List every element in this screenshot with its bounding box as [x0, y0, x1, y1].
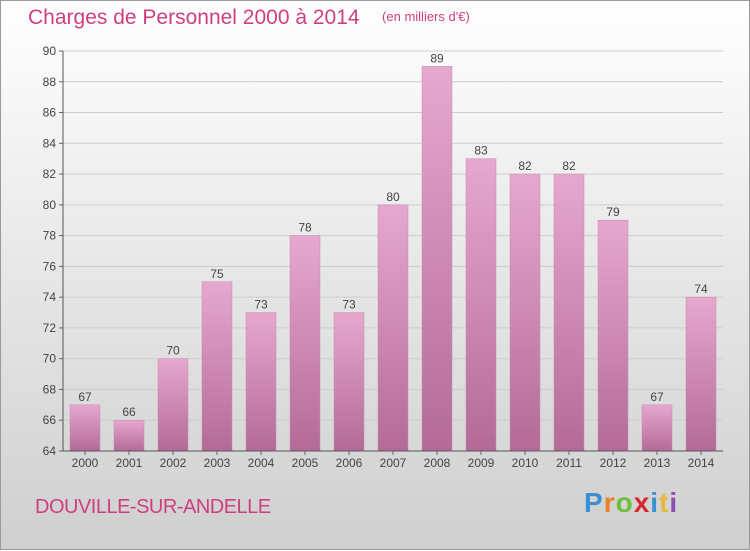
x-tick-label-2013: 2013 — [644, 456, 671, 470]
x-tick-label-2003: 2003 — [204, 456, 231, 470]
data-label-2005: 78 — [298, 221, 312, 235]
data-label-2006: 73 — [342, 298, 356, 312]
y-tick-label: 78 — [43, 229, 57, 243]
data-label-2007: 80 — [386, 190, 400, 204]
logo-letter: r — [603, 487, 616, 518]
bar-2013 — [641, 404, 673, 452]
y-tick-label: 72 — [43, 321, 57, 335]
bar-2004 — [245, 312, 277, 452]
y-tick-label: 86 — [43, 106, 57, 120]
bar-2002 — [157, 358, 189, 452]
y-tick-label: 64 — [43, 444, 57, 458]
x-tick-label-2009: 2009 — [468, 456, 495, 470]
x-tick-label-2002: 2002 — [160, 456, 187, 470]
data-label-2003: 75 — [210, 267, 224, 281]
y-tick-label: 88 — [43, 75, 57, 89]
data-label-2000: 67 — [78, 390, 92, 404]
x-tick-label-2011: 2011 — [556, 456, 582, 470]
data-label-2004: 73 — [254, 298, 268, 312]
x-tick-label-2006: 2006 — [336, 456, 363, 470]
x-tick-label-2000: 2000 — [72, 456, 99, 470]
x-tick-label-2007: 2007 — [380, 456, 407, 470]
data-label-2001: 66 — [122, 405, 136, 419]
y-tick-label: 76 — [43, 259, 57, 273]
bar-2006 — [333, 312, 365, 452]
bar-2011 — [553, 173, 585, 452]
chart-subtitle: (en milliers d'€) — [382, 9, 470, 24]
logo-letter: i — [669, 487, 679, 518]
data-label-2009: 83 — [474, 144, 488, 158]
bar-2009 — [465, 158, 497, 452]
data-label-2011: 82 — [562, 159, 576, 173]
y-tick-label: 68 — [43, 382, 57, 396]
y-tick-label: 84 — [43, 136, 57, 150]
data-label-2010: 82 — [518, 159, 532, 173]
x-tick-label-2001: 2001 — [116, 456, 143, 470]
bar-2003 — [201, 281, 233, 452]
x-tick-label-2012: 2012 — [600, 456, 627, 470]
y-tick-label: 70 — [43, 352, 57, 366]
bar-2001 — [113, 419, 145, 452]
x-tick-label-2014: 2014 — [688, 456, 715, 470]
data-label-2012: 79 — [606, 205, 620, 219]
y-tick-label: 80 — [43, 198, 57, 212]
logo-letter: P — [584, 487, 604, 518]
commune-name: DOUVILLE-SUR-ANDELLE — [35, 496, 271, 518]
data-label-2002: 70 — [166, 344, 180, 358]
bars: 67 66 70 75 73 78 73 80 89 83 82 82 79 67 74 — [69, 51, 717, 452]
axes: 64 66 68 70 72 74 76 78 80 82 84 86 88 90 2000 2001 2002… — [43, 44, 723, 470]
x-tick-label-2010: 2010 — [512, 456, 539, 470]
logo-letter: t — [659, 487, 670, 518]
proxiti-logo[interactable]: Proxiti — [584, 487, 678, 519]
x-tick-label-2008: 2008 — [424, 456, 451, 470]
data-label-2014: 74 — [694, 282, 708, 296]
bar-2010 — [509, 173, 541, 452]
bar-2014 — [685, 296, 717, 452]
y-tick-label: 90 — [43, 44, 57, 58]
y-tick-label: 66 — [43, 413, 57, 427]
data-label-2008: 89 — [430, 51, 444, 65]
y-tick-label: 82 — [43, 167, 57, 181]
data-label-2013: 67 — [650, 390, 664, 404]
bar-2012 — [597, 219, 629, 452]
bar-2007 — [377, 204, 409, 452]
title-row: Charges de Personnel 2000 à 2014 (en mil… — [28, 6, 470, 30]
logo-letter: o — [615, 487, 634, 518]
x-tick-label-2005: 2005 — [292, 456, 319, 470]
bar-2000 — [69, 404, 101, 452]
chart-title: Charges de Personnel 2000 à 2014 — [28, 6, 360, 29]
logo-letter: x — [633, 487, 651, 518]
logo-letter: i — [650, 487, 660, 518]
bar-2005 — [289, 235, 321, 452]
y-tick-label: 74 — [43, 290, 57, 304]
x-tick-label-2004: 2004 — [248, 456, 275, 470]
bar-2008 — [421, 66, 453, 452]
